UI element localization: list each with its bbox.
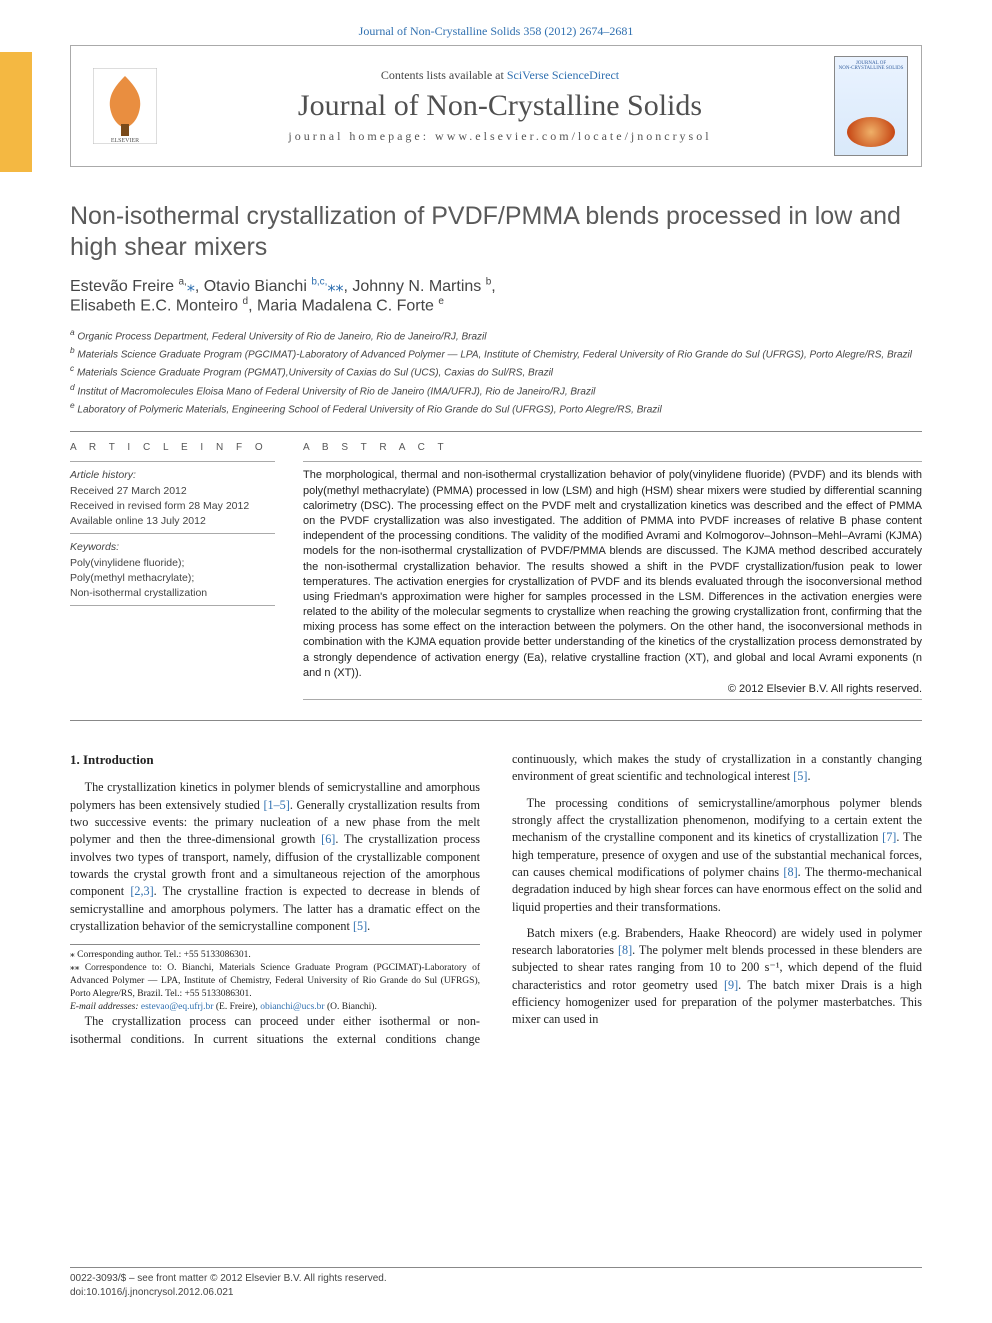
citation-link[interactable]: [2,3] — [130, 884, 153, 898]
footnote-corr2: ⁎⁎ Correspondence to: O. Bianchi, Materi… — [70, 962, 480, 1000]
publisher-logo-wrap: ELSEVIER — [71, 46, 179, 166]
author-list: Estevão Freire a,⁎, Otavio Bianchi b,c,⁎… — [70, 276, 922, 315]
front-matter-line: 0022-3093/$ – see front matter © 2012 El… — [70, 1272, 922, 1286]
contents-text: Contents lists available at — [381, 68, 507, 82]
elsevier-tree-logo-icon: ELSEVIER — [93, 68, 157, 144]
mini-rule — [70, 605, 275, 606]
footnote-corr1: ⁎ Corresponding author. Tel.: +55 513308… — [70, 949, 480, 962]
abstract-head: a b s t r a c t — [303, 442, 922, 453]
abstract-copyright: © 2012 Elsevier B.V. All rights reserved… — [303, 683, 922, 695]
affiliation-list: a Organic Process Department, Federal Un… — [70, 327, 922, 418]
email-tail: (E. Freire), — [213, 1002, 260, 1012]
citation-header: Journal of Non-Crystalline Solids 358 (2… — [70, 0, 922, 45]
email-link[interactable]: obianchi@ucs.br — [260, 1002, 324, 1012]
journal-banner: ELSEVIER Contents lists available at Sci… — [70, 45, 922, 167]
citation-link[interactable]: [1–5] — [263, 798, 289, 812]
intro-para: Batch mixers (e.g. Brabenders, Haake Rhe… — [512, 925, 922, 1029]
email-tail: (O. Bianchi). — [325, 1002, 377, 1012]
history-label: Article history: — [70, 468, 275, 483]
keyword-item: Non-isothermal crystallization — [70, 586, 275, 601]
citation-link[interactable]: [8] — [783, 865, 797, 879]
keyword-item: Poly(vinylidene fluoride); — [70, 556, 275, 571]
history-revised: Received in revised form 28 May 2012 — [70, 499, 275, 514]
introduction-head: 1. Introduction — [70, 751, 480, 769]
journal-homepage[interactable]: journal homepage: www.elsevier.com/locat… — [288, 129, 711, 144]
footnote-emails: E-mail addresses: estevao@eq.ufrj.br (E.… — [70, 1001, 480, 1014]
emails-label: E-mail addresses: — [70, 1002, 141, 1012]
citation-link[interactable]: [6] — [321, 832, 335, 846]
keywords-label: Keywords: — [70, 540, 275, 555]
elsevier-stripe — [0, 52, 32, 172]
svg-text:ELSEVIER: ELSEVIER — [111, 138, 139, 144]
sciencedirect-link[interactable]: SciVerse ScienceDirect — [507, 68, 619, 82]
full-rule — [70, 720, 922, 721]
body-two-column: 1. Introduction The crystallization kine… — [70, 751, 922, 1048]
history-online: Available online 13 July 2012 — [70, 514, 275, 529]
cover-title: NON-CRYSTALLINE SOLIDS — [839, 66, 904, 71]
citation-link[interactable]: [5] — [793, 769, 807, 783]
article-info-head: a r t i c l e i n f o — [70, 442, 275, 453]
mini-rule — [70, 533, 275, 534]
citation-link[interactable]: [9] — [724, 978, 738, 992]
mini-rule — [70, 461, 275, 462]
journal-name: Journal of Non-Crystalline Solids — [298, 89, 702, 123]
keyword-item: Poly(methyl methacrylate); — [70, 571, 275, 586]
abstract-text: The morphological, thermal and non-isoth… — [303, 468, 922, 680]
citation-link[interactable]: [5] — [353, 919, 367, 933]
intro-para: The processing conditions of semicrystal… — [512, 795, 922, 916]
doi-line[interactable]: doi:10.1016/j.jnoncrysol.2012.06.021 — [70, 1286, 922, 1300]
page-footer: 0022-3093/$ – see front matter © 2012 El… — [70, 1267, 922, 1299]
journal-cover-thumb-icon: JOURNAL OF NON-CRYSTALLINE SOLIDS — [834, 56, 908, 156]
contents-available-line: Contents lists available at SciVerse Sci… — [381, 68, 619, 83]
mini-rule — [303, 699, 922, 700]
email-link[interactable]: estevao@eq.ufrj.br — [141, 1002, 214, 1012]
footnotes-block: ⁎ Corresponding author. Tel.: +55 513308… — [70, 944, 480, 1013]
intro-para: The crystallization kinetics in polymer … — [70, 779, 480, 935]
citation-link[interactable]: [7] — [882, 830, 896, 844]
section-rule — [70, 431, 922, 432]
history-received: Received 27 March 2012 — [70, 484, 275, 499]
article-title: Non-isothermal crystallization of PVDF/P… — [70, 201, 922, 264]
citation-link[interactable]: [8] — [618, 943, 632, 957]
mini-rule — [303, 461, 922, 462]
